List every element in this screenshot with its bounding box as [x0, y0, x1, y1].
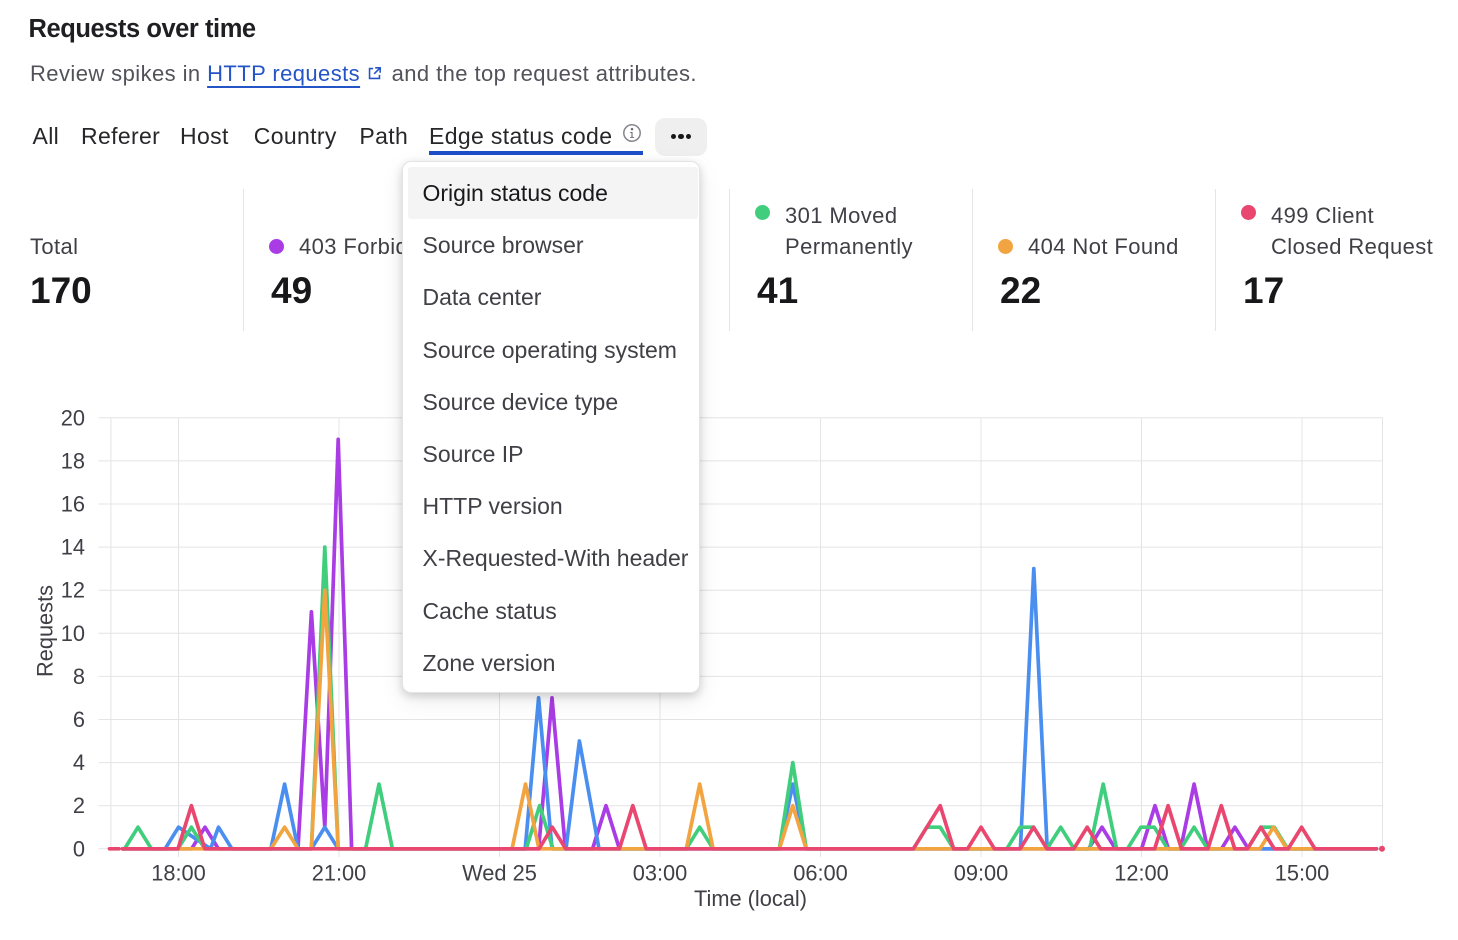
svg-text:6: 6	[73, 707, 85, 732]
svg-text:16: 16	[61, 492, 85, 517]
svg-text:15:00: 15:00	[1275, 861, 1330, 886]
svg-text:4: 4	[73, 750, 85, 775]
svg-text:03:00: 03:00	[633, 861, 688, 886]
svg-text:12: 12	[61, 578, 85, 603]
svg-text:09:00: 09:00	[954, 861, 1009, 886]
svg-text:Requests: Requests	[33, 585, 58, 677]
svg-text:06:00: 06:00	[793, 861, 848, 886]
svg-text:0: 0	[73, 836, 85, 861]
svg-text:20: 20	[61, 405, 85, 430]
svg-text:12:00: 12:00	[1114, 861, 1169, 886]
svg-text:Wed 25: Wed 25	[462, 861, 537, 886]
svg-text:2: 2	[73, 793, 85, 818]
svg-text:21:00: 21:00	[312, 861, 367, 886]
svg-text:10: 10	[61, 621, 85, 646]
svg-text:18: 18	[61, 448, 85, 473]
svg-text:14: 14	[61, 535, 85, 560]
svg-text:8: 8	[73, 664, 85, 689]
svg-text:18:00: 18:00	[151, 861, 206, 886]
svg-text:Time (local): Time (local)	[694, 886, 807, 911]
